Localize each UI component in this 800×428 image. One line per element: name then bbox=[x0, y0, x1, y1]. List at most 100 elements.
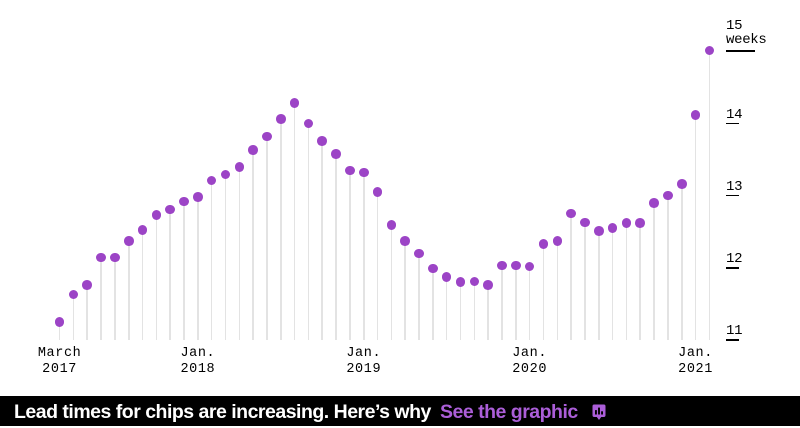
data-point-may-2019 bbox=[414, 248, 424, 259]
data-point-dec-2019 bbox=[511, 260, 521, 271]
data-point-jan-2021 bbox=[690, 109, 701, 120]
stem-jan-2021 bbox=[694, 114, 697, 340]
stem-nov-2019 bbox=[501, 265, 503, 340]
stem-sept-2018 bbox=[307, 123, 310, 340]
stem-feb-2018 bbox=[210, 180, 213, 340]
y-tick-line-13 bbox=[725, 194, 739, 197]
y-tick-line-11 bbox=[725, 339, 739, 341]
data-point-may-2020 bbox=[580, 217, 590, 228]
data-point-dec-2017 bbox=[179, 196, 189, 207]
stem-aug-2018 bbox=[293, 103, 296, 340]
data-point-nov-2020 bbox=[663, 190, 673, 201]
bottom-banner: Lead times for chips are increasing. Her… bbox=[0, 396, 800, 426]
stem-jan-2019 bbox=[362, 172, 365, 340]
data-point-june-2020 bbox=[593, 226, 604, 236]
stem-aug-2020 bbox=[625, 223, 628, 340]
data-point-june-2017 bbox=[96, 252, 106, 263]
stem-sept-2020 bbox=[639, 223, 642, 340]
stem-feb-2020 bbox=[542, 243, 545, 340]
data-point-aug-2018 bbox=[289, 98, 300, 108]
stem-oct-2018 bbox=[321, 140, 324, 340]
stem-june-2020 bbox=[597, 230, 600, 340]
data-point-june-2018 bbox=[262, 131, 272, 142]
stem-sept-2017 bbox=[141, 230, 144, 340]
data-point-aug-2019 bbox=[455, 277, 466, 288]
stem-may-2018 bbox=[252, 150, 254, 340]
stem-april-2017 bbox=[72, 294, 75, 340]
data-point-may-2017 bbox=[82, 280, 93, 290]
y-tick-line-12 bbox=[725, 267, 739, 269]
data-point-march-2019 bbox=[386, 220, 397, 230]
stem-march-2017 bbox=[58, 321, 61, 340]
data-point-sept-2019 bbox=[469, 276, 480, 287]
y-tick-line-15 bbox=[725, 50, 755, 52]
data-point-feb-2019 bbox=[372, 187, 383, 197]
stem-sept-2019 bbox=[473, 281, 476, 340]
x-tick-jan-2019: Jan. 2019 bbox=[346, 346, 382, 377]
stem-march-2019 bbox=[390, 225, 393, 340]
x-tick-jan-2020: Jan. 2020 bbox=[512, 346, 548, 377]
stem-dec-2020 bbox=[680, 184, 683, 340]
data-point-oct-2017 bbox=[151, 210, 162, 220]
stem-june-2018 bbox=[266, 136, 268, 340]
data-point-april-2020 bbox=[566, 208, 576, 219]
data-point-aug-2017 bbox=[123, 236, 134, 246]
data-point-march-2017 bbox=[54, 317, 65, 327]
stem-aug-2017 bbox=[127, 241, 130, 340]
stem-may-2019 bbox=[418, 253, 420, 340]
y-tick-label-15: 15 weeks bbox=[726, 17, 767, 49]
data-point-feb-2020 bbox=[538, 239, 549, 249]
data-point-june-2019 bbox=[428, 263, 438, 274]
data-point-oct-2019 bbox=[483, 280, 493, 290]
data-point-april-2017 bbox=[68, 289, 79, 300]
data-point-march-2018 bbox=[220, 169, 231, 180]
data-point-nov-2018 bbox=[331, 148, 341, 159]
stem-feb-2019 bbox=[376, 191, 379, 340]
bar-chart-bubble-icon bbox=[592, 404, 606, 420]
data-point-oct-2018 bbox=[317, 135, 328, 146]
stem-july-2020 bbox=[611, 228, 614, 340]
stem-oct-2020 bbox=[653, 202, 655, 340]
stem-feb-2021 bbox=[708, 50, 711, 340]
stem-oct-2017 bbox=[155, 215, 158, 340]
data-point-july-2020 bbox=[607, 223, 618, 233]
x-tick-jan-2021: Jan. 2021 bbox=[678, 346, 713, 377]
stem-april-2019 bbox=[404, 241, 407, 340]
stem-june-2019 bbox=[432, 268, 434, 340]
y-tick-label-12: 12 bbox=[726, 251, 743, 268]
y-tick-label-13: 13 bbox=[726, 179, 743, 195]
stem-jan-2020 bbox=[528, 266, 531, 340]
stem-aug-2019 bbox=[459, 282, 462, 340]
x-tick-march-2017: March 2017 bbox=[37, 346, 82, 377]
stem-june-2017 bbox=[100, 257, 102, 340]
data-point-april-2019 bbox=[400, 236, 411, 246]
see-the-graphic-link[interactable]: See the graphic bbox=[440, 401, 578, 423]
stem-dec-2018 bbox=[349, 170, 351, 340]
stem-july-2017 bbox=[114, 257, 116, 340]
x-tick-jan-2018: Jan. 2018 bbox=[180, 346, 216, 377]
data-point-july-2018 bbox=[276, 114, 286, 124]
stem-oct-2019 bbox=[487, 285, 489, 340]
stem-april-2018 bbox=[238, 166, 241, 340]
data-point-oct-2020 bbox=[649, 198, 659, 208]
stem-jan-2018 bbox=[197, 197, 199, 340]
y-tick-label-14: 14 bbox=[726, 106, 743, 123]
stem-april-2020 bbox=[570, 213, 572, 340]
data-point-jan-2018 bbox=[193, 192, 203, 202]
stem-dec-2019 bbox=[515, 265, 517, 340]
data-point-nov-2017 bbox=[165, 204, 175, 215]
stem-nov-2018 bbox=[335, 153, 337, 340]
stem-may-2017 bbox=[86, 285, 89, 340]
data-point-sept-2018 bbox=[303, 118, 314, 129]
data-point-april-2018 bbox=[234, 161, 245, 172]
data-point-aug-2020 bbox=[621, 218, 632, 228]
stem-nov-2020 bbox=[667, 195, 669, 340]
data-point-may-2018 bbox=[248, 145, 258, 155]
data-point-jan-2020 bbox=[524, 261, 535, 272]
stem-may-2020 bbox=[584, 222, 586, 340]
stem-july-2018 bbox=[280, 119, 282, 340]
data-point-feb-2021 bbox=[704, 45, 715, 56]
data-point-feb-2018 bbox=[206, 175, 217, 186]
data-point-sept-2020 bbox=[635, 218, 646, 228]
